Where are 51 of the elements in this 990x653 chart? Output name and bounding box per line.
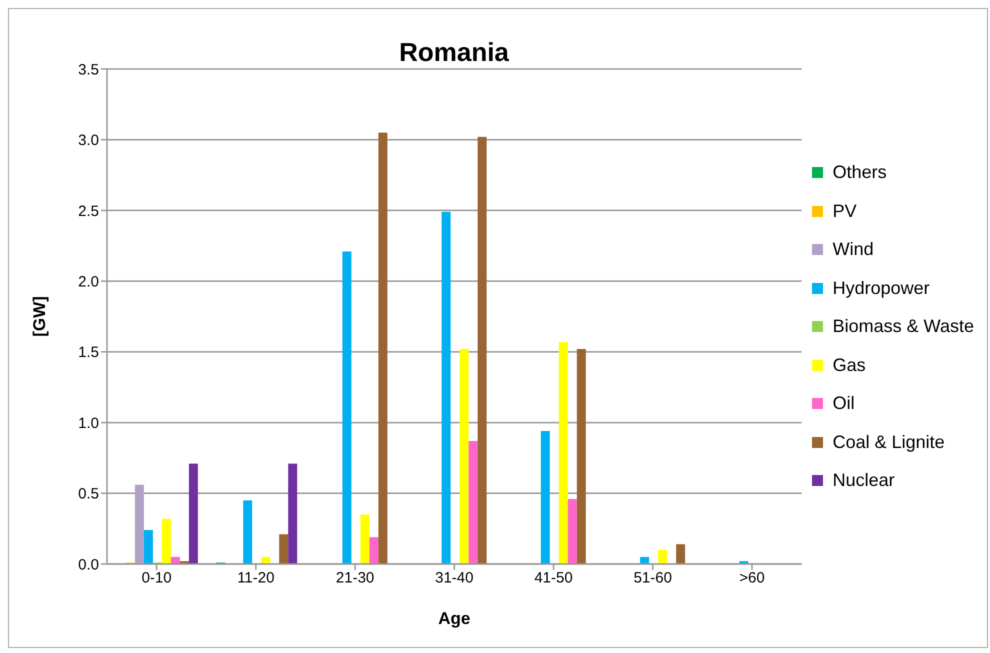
- bar: [378, 132, 388, 564]
- bar: [468, 440, 478, 564]
- y-tick-label: 1.5: [78, 344, 99, 362]
- bar: [460, 349, 469, 564]
- bar: [243, 500, 252, 564]
- legend-label: Biomass & Waste: [832, 316, 974, 337]
- bar: [442, 212, 451, 564]
- bar: [658, 550, 668, 564]
- y-axis-title: [GW]: [30, 296, 50, 337]
- x-tick-label: 11-20: [237, 570, 274, 587]
- x-tick-label: 41-50: [534, 570, 573, 587]
- bar: [540, 431, 550, 564]
- bar: [676, 544, 686, 564]
- y-tick-label: 3.0: [78, 132, 99, 150]
- legend-label: Nuclear: [832, 470, 895, 491]
- bar: [261, 556, 270, 564]
- bar: [170, 556, 180, 564]
- legend-label: Others: [832, 162, 887, 183]
- y-tick-label: 1.0: [78, 414, 99, 432]
- y-tick-label: 0.5: [78, 486, 99, 503]
- bar: [144, 530, 153, 564]
- legend-label: PV: [832, 200, 857, 222]
- y-tick-label: 0.0: [78, 556, 99, 574]
- bar: [360, 514, 370, 564]
- bar: [558, 342, 568, 564]
- x-axis-title: Age: [438, 609, 470, 628]
- bar: [162, 518, 171, 564]
- chart-title: Romania: [399, 37, 510, 67]
- bar: [478, 136, 487, 564]
- y-tick-label: 2.5: [78, 202, 99, 220]
- bar: [188, 464, 198, 564]
- bar: [288, 464, 298, 564]
- bar: [640, 556, 650, 564]
- bar: [568, 498, 577, 564]
- legend-label: Wind: [832, 239, 874, 260]
- bar: [576, 349, 586, 564]
- legend-label: Oil: [832, 393, 855, 414]
- y-tick-label: 3.5: [78, 61, 99, 78]
- x-tick-label: 0-10: [142, 570, 172, 587]
- x-tick-label: >60: [739, 570, 765, 587]
- bar: [369, 537, 378, 564]
- x-tick-label: 31-40: [435, 570, 474, 587]
- x-tick-label: 21-30: [336, 570, 374, 587]
- legend-label: Coal & Lignite: [832, 432, 945, 452]
- legend-label: Hydropower: [832, 278, 930, 298]
- bar: [134, 484, 144, 564]
- legend-label: Gas: [832, 354, 866, 376]
- bar: [342, 251, 352, 564]
- x-tick-label: 51-60: [634, 570, 672, 587]
- bar: [279, 534, 288, 564]
- y-tick-label: 2.0: [78, 273, 99, 290]
